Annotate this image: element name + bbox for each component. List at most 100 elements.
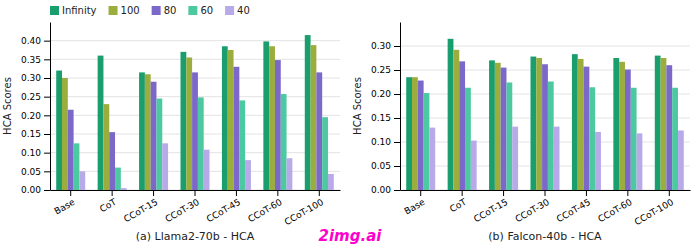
y-tick: 0.15 (21, 129, 50, 139)
bar (512, 127, 518, 190)
x-tick: CCoT-60 (246, 190, 284, 224)
y-tick-label: 0.05 (371, 161, 391, 171)
bar (506, 82, 512, 190)
legend-item: 100 (109, 5, 140, 16)
tick-mark (394, 70, 400, 71)
x-tick: CCoT-30 (513, 190, 551, 224)
x-tick-label: CCoT-30 (513, 197, 551, 225)
legend-swatch (225, 6, 234, 15)
y-tick-label: 0.30 (371, 41, 391, 51)
y-tick-label: 0.10 (21, 148, 41, 158)
bar (121, 188, 127, 190)
x-tick: CCoT-15 (122, 190, 159, 224)
y-tick-label: 0.30 (21, 73, 41, 83)
bar (418, 81, 424, 190)
x-tick-label: CCoT-15 (472, 197, 509, 224)
tick-mark (545, 190, 546, 196)
bar (311, 45, 317, 190)
bar (619, 62, 625, 190)
legend-item: Infinity (50, 5, 97, 16)
bar (322, 117, 328, 190)
bar (222, 46, 228, 190)
y-tick-label: 0.15 (21, 129, 41, 139)
axis-line (400, 23, 401, 191)
bar (239, 100, 245, 190)
bar (459, 61, 465, 190)
bar (595, 132, 601, 190)
y-tick-label: 0.25 (371, 65, 391, 75)
bar (151, 82, 157, 190)
bar (156, 99, 162, 190)
x-tick: CCoT-45 (205, 190, 242, 224)
bar (145, 74, 151, 190)
bar (637, 133, 643, 190)
panel: BaseCoTCCoT-15CCoT-30CCoT-45CCoT-60CCoT-… (2, 5, 341, 243)
bar (98, 56, 104, 190)
bar (489, 60, 495, 190)
y-tick: 0.05 (371, 161, 400, 171)
tick-mark (70, 190, 71, 196)
x-tick: CoT (98, 190, 118, 214)
x-tick-label: Base (53, 197, 77, 217)
x-tick: Base (53, 190, 77, 217)
tick-mark (394, 190, 400, 191)
y-tick-label: 0.20 (21, 111, 41, 121)
grid (400, 46, 690, 190)
bar (672, 88, 678, 190)
x-tick: CCoT-60 (596, 190, 634, 224)
tick-mark (627, 190, 628, 196)
bar (406, 77, 412, 190)
y-tick-label: 0.15 (371, 113, 391, 123)
y-tick-label: 0.10 (371, 137, 391, 147)
tick-mark (420, 190, 421, 196)
tick-mark (394, 94, 400, 95)
bar-series (74, 94, 328, 190)
bar (589, 87, 595, 190)
legend-swatch (188, 6, 197, 15)
bar (204, 150, 210, 190)
bar (584, 67, 590, 190)
bar (234, 67, 240, 190)
bar-series (406, 39, 660, 190)
bar (572, 54, 578, 190)
x-tick-label: CoT (448, 197, 468, 215)
bar-series (418, 61, 672, 190)
legend-item: 40 (225, 5, 250, 16)
x-tick-label: CCoT-45 (555, 197, 592, 224)
x-tick-label: CCoT-100 (283, 197, 326, 227)
x-tick-label: CCoT-45 (205, 197, 242, 224)
y-tick: 0.20 (21, 111, 50, 121)
panel: BaseCoTCCoT-15CCoT-30CCoT-45CCoT-60CCoT-… (352, 23, 691, 244)
bar (287, 158, 293, 190)
legend-swatch (109, 6, 118, 15)
x-tick-label: CoT (98, 197, 118, 215)
bar (192, 72, 198, 190)
tick-mark (394, 118, 400, 119)
x-tick: CCoT-100 (283, 190, 326, 227)
chart-canvas: BaseCoTCCoT-15CCoT-30CCoT-45CCoT-60CCoT-… (0, 0, 700, 246)
grid (50, 41, 340, 190)
bar (631, 88, 637, 190)
y-tick-label: 0.05 (21, 167, 41, 177)
bar (62, 78, 68, 190)
bar (198, 97, 204, 190)
legend-swatch (152, 6, 161, 15)
bar (305, 35, 311, 190)
legend-item: 80 (152, 5, 177, 16)
y-axis: 0.000.050.100.150.200.250.30 (371, 23, 401, 196)
bar (424, 93, 430, 190)
y-tick: 0.25 (371, 65, 400, 75)
bar (68, 110, 74, 190)
tick-mark (44, 41, 50, 42)
tick-mark (44, 115, 50, 116)
y-tick: 0.25 (21, 92, 50, 102)
bar (661, 58, 667, 190)
tick-mark (669, 190, 670, 196)
tick-mark (586, 190, 587, 196)
bar (269, 46, 275, 190)
bar (56, 71, 62, 190)
y-tick: 0.30 (21, 73, 50, 83)
tick-mark (277, 190, 278, 196)
bar (139, 72, 145, 190)
y-tick: 0.10 (21, 148, 50, 158)
